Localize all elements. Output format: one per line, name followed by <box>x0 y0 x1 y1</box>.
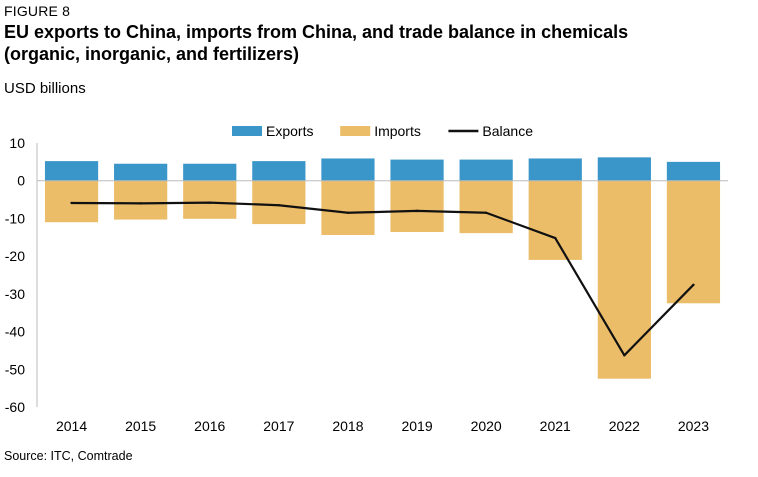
exports-bar <box>44 161 99 181</box>
balance-point <box>554 236 557 240</box>
exports-bar <box>390 159 444 181</box>
balance-point <box>70 201 73 205</box>
imports-legend-label: Imports <box>374 123 421 139</box>
exports-bar <box>252 161 306 181</box>
chart-title: EU exports to China, imports from China,… <box>4 22 629 64</box>
y-tick-label: -30 <box>5 286 25 302</box>
y-tick-label: -60 <box>5 399 25 415</box>
balance-legend-label: Balance <box>482 123 533 139</box>
x-tick-label: 2019 <box>401 418 432 434</box>
balance-point <box>277 204 281 207</box>
balance-point <box>484 211 488 214</box>
y-tick-label: 0 <box>17 173 25 189</box>
figure-label: FIGURE 8 <box>4 3 71 19</box>
imports-bar <box>252 180 306 225</box>
exports-bar <box>666 161 721 181</box>
balance-point <box>208 201 211 204</box>
imports-bar <box>597 180 651 379</box>
imports-bars <box>44 180 721 379</box>
x-tick-label: 2017 <box>263 418 294 434</box>
balance-series <box>70 201 695 357</box>
x-tick-label: 2015 <box>125 418 156 434</box>
x-axis: 2014 2015 2016 2017 2018 2019 2020 2021 2022 2023 <box>56 418 709 434</box>
exports-bar <box>597 157 651 181</box>
y-axis: 10 0 -10 -20 -30 -40 -50 -60 <box>5 135 25 415</box>
x-tick-label: 2023 <box>678 418 709 434</box>
balance-point <box>139 202 142 205</box>
x-tick-label: 2018 <box>332 418 363 434</box>
imports-bar <box>528 180 582 260</box>
exports-bar <box>183 163 237 181</box>
y-tick-label: 10 <box>9 135 25 151</box>
x-tick-label: 2014 <box>56 418 87 434</box>
x-tick-label: 2016 <box>194 418 225 434</box>
y-tick-label: -40 <box>5 324 25 340</box>
exports-legend-swatch <box>232 126 262 136</box>
balance-point <box>623 354 626 357</box>
balance-point <box>346 211 350 214</box>
exports-legend-label: Exports <box>266 123 313 139</box>
x-tick-label: 2020 <box>471 418 502 434</box>
exports-bar <box>528 158 582 181</box>
exports-bar <box>459 159 513 181</box>
exports-bar <box>114 163 168 181</box>
balance-line <box>71 201 695 357</box>
exports-bar <box>321 158 375 181</box>
x-tick-label: 2022 <box>609 418 640 434</box>
exports-bars <box>44 157 721 181</box>
imports-bar <box>459 180 513 234</box>
x-tick-label: 2021 <box>540 418 571 434</box>
y-tick-label: -10 <box>5 210 25 226</box>
balance-point <box>692 283 695 287</box>
imports-bar <box>44 180 99 223</box>
chart-subtitle: USD billions <box>4 80 86 97</box>
balance-point <box>415 209 419 213</box>
imports-bar <box>666 180 721 304</box>
imports-bar <box>114 180 168 220</box>
imports-bar <box>183 180 237 219</box>
imports-bar <box>390 180 444 233</box>
source-note: Source: ITC, Comtrade <box>4 449 133 463</box>
legend: Exports Imports Balance <box>232 123 533 139</box>
y-tick-label: -20 <box>5 248 25 264</box>
y-tick-label: -50 <box>5 361 25 377</box>
imports-legend-swatch <box>340 126 371 136</box>
imports-bar <box>321 180 375 236</box>
